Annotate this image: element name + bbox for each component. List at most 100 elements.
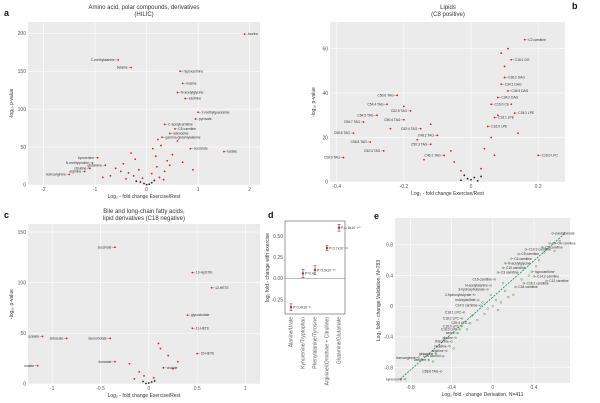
panel-b-point bbox=[480, 167, 482, 170]
panel-c-point bbox=[138, 370, 141, 373]
panel-a-point bbox=[153, 179, 156, 182]
panel-a-point bbox=[166, 159, 169, 162]
panel-c-point bbox=[143, 374, 145, 377]
panel-a-point bbox=[157, 138, 159, 141]
panel-b-point-label: C18:1 DG bbox=[515, 58, 530, 62]
panel-e-point-label: hypoxanthine bbox=[535, 270, 555, 274]
panel-e-point bbox=[512, 293, 515, 296]
panel-a-point bbox=[134, 158, 137, 161]
panel-d-y-axis-label: log₂ fold - change with exercise bbox=[265, 233, 271, 302]
panel-b-point bbox=[513, 112, 516, 115]
panel-e-y-tick-label: 0.8 bbox=[386, 243, 393, 249]
panel-e-point-label: C4 OH carnitine bbox=[552, 241, 576, 245]
panel-a-x-axis-label: Log₂ - fold change Exercise/Rest bbox=[108, 194, 181, 200]
panel-c-x-axis-label: Log₂ - fold change Exercise/Rest bbox=[108, 393, 181, 399]
panel-e-y-tick-label: 0.4 bbox=[386, 273, 393, 279]
panel-c-point-label: succinate bbox=[98, 245, 112, 249]
panel-d-point bbox=[289, 306, 293, 309]
panel-c-point-label: glycocholate bbox=[191, 313, 209, 317]
panel-c-point-label: malate bbox=[24, 364, 34, 368]
panel-e-point bbox=[491, 305, 494, 308]
panel-e-point-label: C3 carnitine bbox=[501, 271, 519, 275]
panel-d-pvalue-label: P=3.3x10⁻⁰⁵ bbox=[317, 268, 336, 272]
panel-e-point-label: 3-hydroxybutyrate bbox=[458, 287, 485, 291]
panel-e-point bbox=[483, 312, 486, 316]
panel-e-y-tick-label: -0.4 bbox=[384, 335, 393, 341]
panel-e-point bbox=[527, 274, 530, 277]
panel-b-point-label: C54:5 TAG bbox=[357, 113, 374, 117]
panel-b-point bbox=[476, 179, 479, 182]
panel-b-point bbox=[537, 154, 540, 157]
panel-b-subtitle: (C8 positive) bbox=[431, 12, 465, 18]
panel-c-point bbox=[167, 354, 170, 357]
panel-b-point bbox=[496, 114, 499, 117]
panel-a-point-label: C-acetylcarnitine bbox=[168, 122, 193, 126]
panel-d-category-label: Kynurenine/Tryptophan bbox=[301, 317, 307, 369]
panel-e-point-label: 2-hydroxybutyrate bbox=[445, 293, 472, 297]
panel-e-point-label: histidine bbox=[435, 344, 447, 348]
panel-b-point-label: C36:3 DAG bbox=[511, 89, 528, 93]
panel-e-point-label: C18:2 LPC bbox=[443, 317, 460, 321]
panel-c-point bbox=[133, 378, 136, 380]
panel-a-x-tick-label: 0 bbox=[145, 187, 148, 193]
panel-a-plot-background bbox=[28, 22, 260, 185]
panel-a-point-label: glutamine bbox=[88, 163, 102, 167]
panel-e-point-label: N-acetylalanine bbox=[465, 284, 488, 288]
panel-a-point bbox=[141, 177, 144, 180]
panel-a-point-label: 2-methylguanosine bbox=[202, 110, 230, 114]
panel-a: -2 -1 0 1 2 0 50 100 150 200 taurine C-methylalanin… bbox=[4, 5, 260, 200]
panel-a-point-label: pyruvate bbox=[199, 117, 212, 121]
panel-d-y-tick-label: 0.50 bbox=[273, 234, 283, 240]
panel-e-x-axis-label: Log₂ fold - change Derivation, N=411 bbox=[442, 392, 524, 398]
panel-a-point-label: gamma-glutamylalanine bbox=[166, 135, 201, 139]
panel-c-point bbox=[153, 380, 156, 382]
panel-e-panel-letter: e bbox=[374, 211, 379, 221]
panel-a-point bbox=[154, 155, 157, 158]
panel-a-point-label: N-acetylglycine bbox=[181, 91, 204, 95]
panel-c-point bbox=[176, 360, 179, 363]
panel-b-point-label: C56:8 TAG bbox=[351, 140, 368, 144]
panel-c-x-tick-label: 1 bbox=[244, 386, 247, 392]
panel-a-point bbox=[158, 176, 161, 179]
panel-e-x-tick-label: -0.4 bbox=[447, 385, 456, 391]
panel-b-point-label: C50:4 TAG bbox=[384, 118, 401, 122]
panel-a-point bbox=[143, 182, 145, 185]
panel-b-point bbox=[416, 138, 419, 141]
panel-a-y-tick-label: 150 bbox=[18, 69, 27, 75]
panel-a-y-tick-label: 0 bbox=[23, 183, 26, 189]
panel-a-point bbox=[168, 164, 171, 167]
panel-c-subtitle: lipid derivatives (C18 negative) bbox=[103, 216, 185, 222]
panel-d-category-label: Arginine/(Ornithine + Citrulline) bbox=[325, 317, 331, 386]
panel-e-point-label: C18:0 LPC bbox=[441, 327, 458, 331]
panel-a-point-label: hypoxanthine bbox=[184, 69, 204, 73]
panel-d: -0.25 0.00 0.25 0.50 P=1.4x10⁻³⁷ P=0.43P=3.3x… bbox=[265, 210, 361, 386]
panel-a-title: Amino acid, polar compounds, derivatives bbox=[88, 5, 199, 11]
panel-e-point-label: C6 carnitine bbox=[514, 257, 532, 261]
panel-b-x-tick-label: 0 bbox=[470, 184, 473, 190]
panel-e-x-tick-label: 0 bbox=[491, 385, 494, 391]
panel-d-pvalue-label: P=1.4x10⁻³⁷ bbox=[293, 306, 312, 310]
panel-e-point-label: C16 carnitine bbox=[473, 277, 493, 281]
panel-a-point bbox=[127, 171, 130, 174]
panel-b-point bbox=[507, 47, 509, 50]
panel-b-point-label: C52:5 TAG bbox=[391, 109, 408, 113]
panel-b-point bbox=[517, 132, 519, 135]
panel-b-point bbox=[480, 175, 482, 178]
panel-b-point-label: C34:1 DAG bbox=[505, 82, 522, 86]
panel-e-point bbox=[543, 251, 546, 254]
panel-d-pvalue-label: P=1.8x10⁻¹⁴⁰ bbox=[341, 226, 361, 230]
panel-a-point bbox=[171, 153, 174, 156]
panel-a-point-label: adenosine bbox=[173, 132, 188, 136]
panel-a-point bbox=[101, 176, 104, 179]
panel-a-y-tick-label: 100 bbox=[18, 107, 27, 113]
panel-e-point-label: C58:8 TAG bbox=[422, 370, 439, 374]
panel-a-point-label: arginine bbox=[69, 169, 81, 173]
panel-a-subtitle: (HILIC) bbox=[134, 12, 153, 18]
panel-e-point-label: N-acetylglycine bbox=[508, 261, 531, 265]
panel-e-point-label: C16:0 LPC bbox=[443, 324, 460, 328]
panel-b-point-label: C46:1 TAG bbox=[424, 153, 441, 157]
panel-b-point-label: C58:9 TAG bbox=[324, 156, 341, 160]
panel-e-point-label: C5 carnitine bbox=[545, 245, 563, 249]
panel-a-y-tick-label: 200 bbox=[18, 31, 27, 37]
